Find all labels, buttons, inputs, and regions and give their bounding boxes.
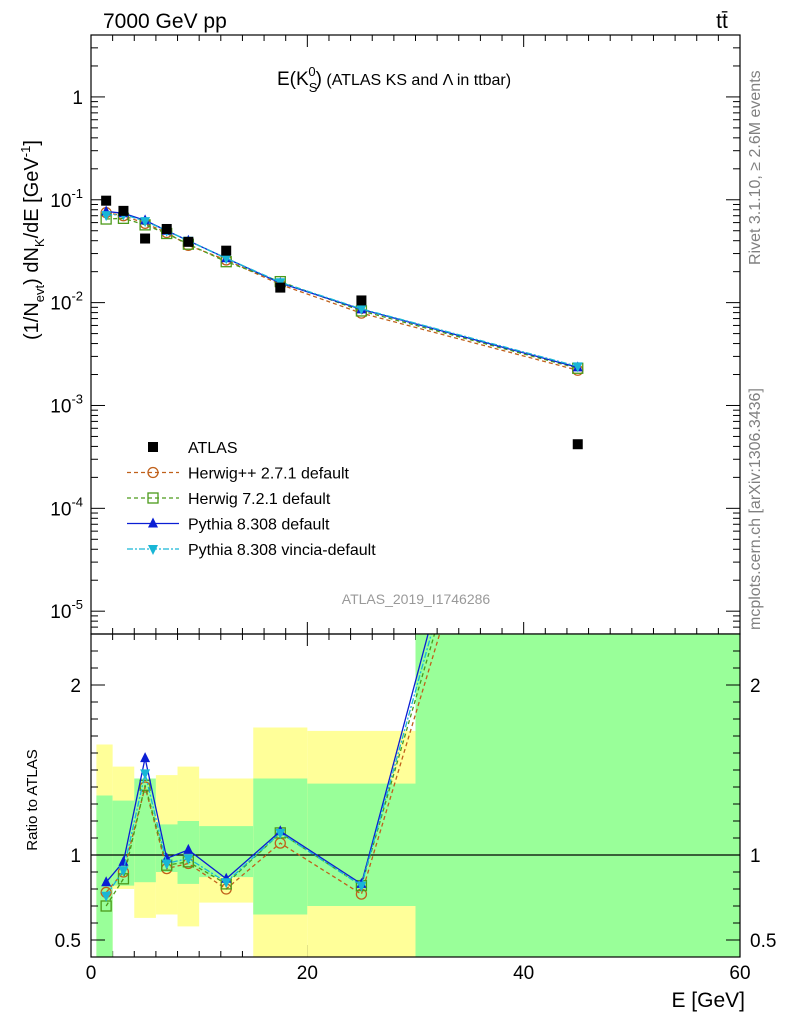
ratio-point-3 (140, 769, 151, 780)
series-point-3 (221, 254, 232, 265)
ratio-tick-label-left: 0.5 (55, 931, 81, 952)
ratio-point-2 (183, 843, 194, 854)
mcplots-label: mcplots.cern.ch [arXiv:1306.3436] (747, 388, 764, 630)
ratio-point-3 (356, 881, 367, 892)
ratio-tick-label-right: 2 (750, 676, 761, 697)
ratio-series (100, 67, 583, 912)
ratio-point-3 (161, 859, 172, 870)
analysis-tag: ATLAS_2019_I1746286 (342, 591, 491, 607)
ratio-point-2 (140, 752, 151, 763)
x-tick-label: 40 (513, 963, 534, 984)
ratio-point-2 (573, 67, 583, 77)
y-tick-label: 10-4 (50, 494, 83, 520)
y-axis-label: (1/Nevt) dNK/dE [GeV-1] (18, 140, 47, 340)
ratio-point-3 (573, 103, 583, 113)
collision-label: 7000 GeV pp (103, 10, 227, 33)
data-point (118, 205, 129, 216)
y-tick-label: 10-5 (50, 597, 83, 623)
ratio-point-3 (221, 878, 232, 889)
ratio-point-2 (101, 876, 112, 887)
ratio-panel: 0 20 40 60 2 2 1 1 0.5 0.5 (55, 67, 776, 984)
ratio-tick-label-right: 0.5 (750, 931, 776, 952)
green-band-bin (199, 826, 254, 878)
legend-marker (148, 442, 158, 452)
main-series (100, 195, 584, 450)
main-panel: 1 10-1 10-2 10-3 10-4 10-5 (50, 34, 741, 957)
x-tick-label: 20 (297, 963, 318, 984)
legend-marker (147, 466, 159, 479)
legend-label: Herwig++ 2.7.1 default (188, 466, 350, 483)
data-point (221, 245, 232, 256)
y-tick-label: 10-1 (50, 186, 83, 212)
title-rest: (ATLAS KS and Λ in ttbar) (322, 72, 511, 89)
x-tick-label: 60 (729, 963, 750, 984)
ratio-point-1 (573, 136, 583, 146)
green-band-bin (415, 634, 740, 957)
series-line-1 (106, 217, 578, 369)
ratio-point-3 (183, 854, 194, 865)
series-point-3 (356, 304, 367, 315)
legend: ATLAS Herwig++ 2.7.1 default Herwig 7.2.1 … (127, 440, 376, 559)
ratio-point-3 (275, 828, 286, 839)
ratio-tick-label-left: 1 (70, 846, 81, 867)
ratio-point-2 (118, 855, 129, 866)
data-point (356, 295, 367, 306)
title-sup: 0 (308, 64, 315, 79)
series-point-3 (572, 362, 583, 373)
title-close: ) (316, 69, 322, 90)
ratio-line-0 (105, 634, 441, 896)
y-tick-label: 1 (72, 88, 83, 109)
x-axis-label: E [GeV] (671, 989, 745, 1012)
y-axis-label-text: (1/Nevt) dNK/dE [GeV-1] (18, 140, 47, 340)
rivet-label: Rivet 3.1.10, ≥ 2.6M events (747, 70, 764, 265)
legend-marker (148, 545, 158, 555)
ratio-point-0 (573, 170, 583, 180)
x-tick-label: 0 (86, 963, 97, 984)
plot-title: E(KS0) (ATLAS KS and Λ in ttbar) (277, 64, 511, 95)
series-line-3 (106, 213, 578, 368)
title-sub: S (309, 80, 318, 95)
legend-label: ATLAS (188, 440, 238, 457)
series-line-0 (106, 211, 578, 371)
title-main: E(K (277, 69, 309, 90)
data-point (572, 439, 583, 450)
green-band-bin (253, 778, 308, 915)
ratio-point-3 (118, 866, 129, 877)
ratio-tick-label-left: 2 (70, 676, 81, 697)
legend-marker (147, 492, 159, 504)
ratio-point-3 (101, 891, 112, 902)
ratio-tick-label-right: 1 (750, 846, 761, 867)
ratio-bands (96, 634, 740, 957)
data-point (140, 233, 151, 244)
ratio-point-1 (139, 779, 151, 791)
green-band-bin (96, 795, 113, 957)
series-point-3 (140, 217, 151, 228)
green-band-bin (112, 800, 135, 886)
legend-label: Herwig 7.2.1 default (188, 491, 331, 508)
y-tick-label: 10-3 (50, 391, 83, 417)
series-point-3 (101, 211, 112, 222)
data-point (101, 195, 112, 206)
y-tick-label: 10-2 (50, 289, 83, 315)
legend-label: Pythia 8.308 default (188, 517, 330, 534)
ratio-axis-label: Ratio to ATLAS (24, 749, 41, 850)
legend-marker (148, 517, 158, 528)
ratio-frame (90, 633, 741, 958)
process-label: tt̄ (716, 10, 728, 33)
legend-label: Pythia 8.308 vincia-default (188, 542, 376, 559)
data-point (275, 282, 286, 293)
data-point (183, 236, 194, 247)
data-point (161, 223, 172, 234)
